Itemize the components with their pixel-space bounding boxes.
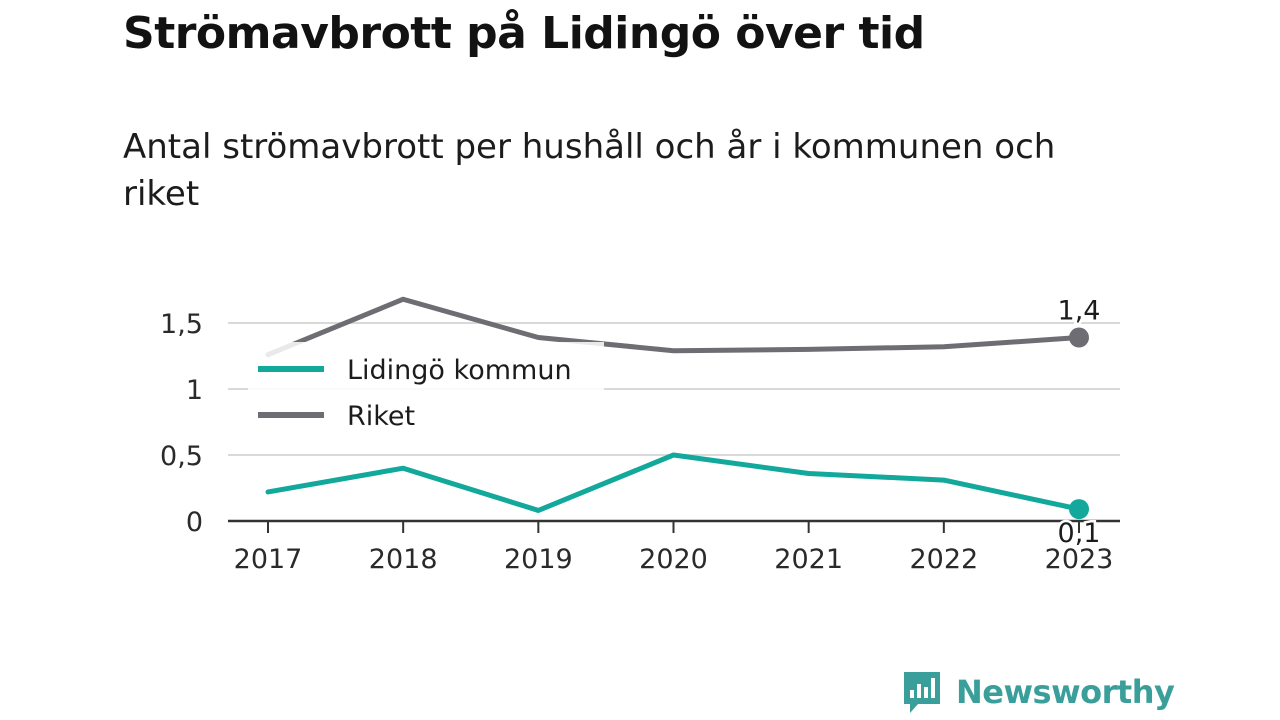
x-tick-label: 2017	[234, 544, 303, 575]
brand-name: Newsworthy	[956, 673, 1175, 711]
y-tick-label: 1	[186, 375, 203, 406]
end-labels: 0,1 1,4	[1055, 293, 1103, 552]
series-end-point	[1069, 327, 1089, 348]
newsworthy-brand: Newsworthy	[902, 670, 1175, 714]
x-tick-label: 2018	[369, 544, 438, 575]
series-end-point	[1069, 499, 1089, 520]
y-tick-label: 0,5	[160, 441, 203, 472]
y-tick-label: 1,5	[160, 309, 203, 340]
newsworthy-logo-icon	[904, 672, 940, 713]
series-line-0	[265, 452, 1082, 513]
x-tick-label: 2020	[639, 544, 708, 575]
legend: Lidingö kommun Riket	[248, 342, 604, 440]
legend-label-riket: Riket	[347, 401, 415, 432]
chart-title: Strömavbrott på Lidingö över tid	[123, 8, 925, 59]
series-lines	[265, 296, 1089, 520]
legend-background	[248, 342, 604, 440]
chart-subtitle: Antal strömavbrott per hushåll och år i …	[123, 127, 1056, 214]
x-axis: 2017 2018 2019 2020 2021 2022 2023	[228, 519, 1120, 575]
x-tick-label: 2022	[909, 544, 978, 575]
x-tick-label: 2023	[1045, 544, 1114, 575]
y-tick-label: 0	[186, 507, 203, 538]
end-value-label: 1,4	[1058, 296, 1101, 327]
end-value-label: 0,1	[1058, 518, 1101, 549]
y-axis-ticks: 0 0,5 1 1,5	[160, 309, 203, 538]
legend-label-lidingo: Lidingö kommun	[347, 355, 572, 386]
x-tick-label: 2021	[774, 544, 843, 575]
x-tick-label: 2019	[504, 544, 573, 575]
